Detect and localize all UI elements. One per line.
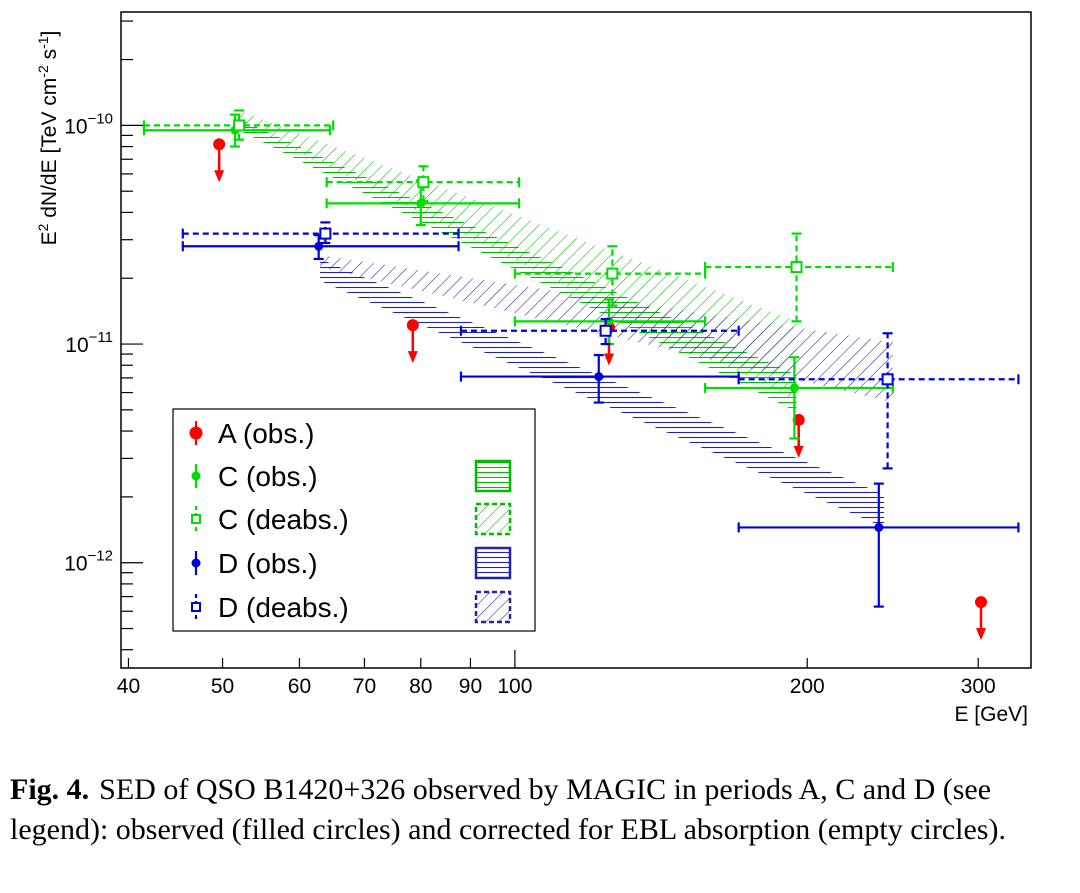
y-tick-label: 10−11 xyxy=(65,329,113,357)
x-tick-label: 60 xyxy=(288,675,311,698)
marker-open xyxy=(599,324,612,337)
upper-limit-marker xyxy=(975,596,988,609)
upper-limit-arrow xyxy=(214,170,225,183)
marker-filled xyxy=(789,383,799,393)
x-axis: 40 50 60 70 80 90 100 200 300 xyxy=(117,650,996,698)
y-label-sup1: 2 xyxy=(35,223,51,231)
marker-open xyxy=(790,261,803,274)
legend-marker xyxy=(191,471,201,481)
x-tick-label: 90 xyxy=(459,675,482,698)
caption-text: SED of QSO B1420+326 observed by MAGIC i… xyxy=(10,773,1006,846)
point-dd-2 xyxy=(459,318,740,346)
y-label-post: ] xyxy=(38,31,61,37)
x-tick-label: 40 xyxy=(117,675,140,698)
legend-entry-cd: C (deabs.) xyxy=(191,502,512,536)
y-label-pre: E xyxy=(38,231,61,245)
legend-swatch xyxy=(474,502,512,536)
legend-label: C (deabs.) xyxy=(218,504,349,535)
x-tick-label: 50 xyxy=(211,675,234,698)
upper-limit-arrow xyxy=(793,445,804,458)
legend-swatch xyxy=(474,546,512,580)
legend-entry-c: C (obs.) xyxy=(191,459,512,493)
y-label-sup3: -1 xyxy=(35,36,51,49)
y-axis: 10−12 10−11 10−10 xyxy=(64,20,143,651)
figure-caption: Fig. 4. SED of QSO B1420+326 observed by … xyxy=(10,770,1070,850)
legend-marker xyxy=(191,514,201,524)
legend-swatch xyxy=(474,590,512,624)
legend-label: C (obs.) xyxy=(218,461,318,492)
legend-marker xyxy=(191,558,201,568)
point-c-4 xyxy=(704,356,894,440)
point-dd-3 xyxy=(737,332,1020,470)
x-axis-label: E [GeV] xyxy=(954,703,1028,726)
marker-filled xyxy=(874,522,884,532)
legend-label: D (obs.) xyxy=(218,548,318,579)
point-d-3 xyxy=(737,482,1020,608)
caption-label: Fig. 4. xyxy=(10,773,90,806)
point-cd-3 xyxy=(513,245,707,307)
legend-box xyxy=(172,408,536,632)
marker-filled xyxy=(594,372,604,382)
legend: A (obs.) C (obs.) C (deabs.) D (obs.) D (dea… xyxy=(172,408,536,632)
y-tick-label: 10−12 xyxy=(64,548,113,576)
point-cd-2 xyxy=(325,165,521,203)
legend-label: A (obs.) xyxy=(218,418,314,449)
marker-open xyxy=(881,373,894,386)
point-d-2 xyxy=(459,354,740,404)
upper-limit-marker xyxy=(792,413,805,426)
y-tick-label: 10−10 xyxy=(64,110,113,138)
point-a-2 xyxy=(406,319,419,364)
upper-limit-arrow xyxy=(976,628,987,641)
y-label-mid2: s xyxy=(38,49,61,65)
legend-entry-a: A (obs.) xyxy=(189,418,314,449)
y-label-mid: dN/dE [TeV cm xyxy=(38,78,61,224)
x-tick-label: 200 xyxy=(790,675,825,698)
y-axis-label: E2 dN/dE [TeV cm-2 s-1] xyxy=(35,31,61,246)
point-dd-1 xyxy=(181,221,460,245)
sed-chart: 40 50 60 70 80 90 100 200 300 10−12 10−11 10−10 E … xyxy=(35,11,1032,726)
plot-frame xyxy=(120,11,1032,669)
x-tick-label: 70 xyxy=(353,675,376,698)
upper-limit-arrow xyxy=(603,353,614,366)
x-tick-label: 300 xyxy=(961,675,996,698)
marker-open xyxy=(319,227,332,240)
legend-marker xyxy=(189,426,203,440)
marker-open xyxy=(233,119,246,132)
data-points xyxy=(142,109,1020,641)
point-cd-1 xyxy=(142,109,335,141)
legend-entry-dd: D (deabs.) xyxy=(191,590,512,624)
point-cd-4 xyxy=(704,232,894,323)
upper-limit-marker xyxy=(213,138,226,151)
marker-open xyxy=(606,267,619,280)
point-a-4 xyxy=(792,413,805,458)
legend-entry-d: D (obs.) xyxy=(191,546,512,580)
marker-open xyxy=(417,176,430,189)
upper-limit-arrow xyxy=(407,351,418,364)
point-a-1 xyxy=(213,138,226,183)
x-tick-label: 100 xyxy=(497,675,532,698)
legend-swatch xyxy=(474,459,512,493)
x-tick-label: 80 xyxy=(409,675,432,698)
legend-label: D (deabs.) xyxy=(218,592,349,623)
point-a-5 xyxy=(975,596,988,641)
legend-marker xyxy=(191,602,201,612)
y-label-sup2: -2 xyxy=(35,65,51,78)
upper-limit-marker xyxy=(406,319,419,332)
